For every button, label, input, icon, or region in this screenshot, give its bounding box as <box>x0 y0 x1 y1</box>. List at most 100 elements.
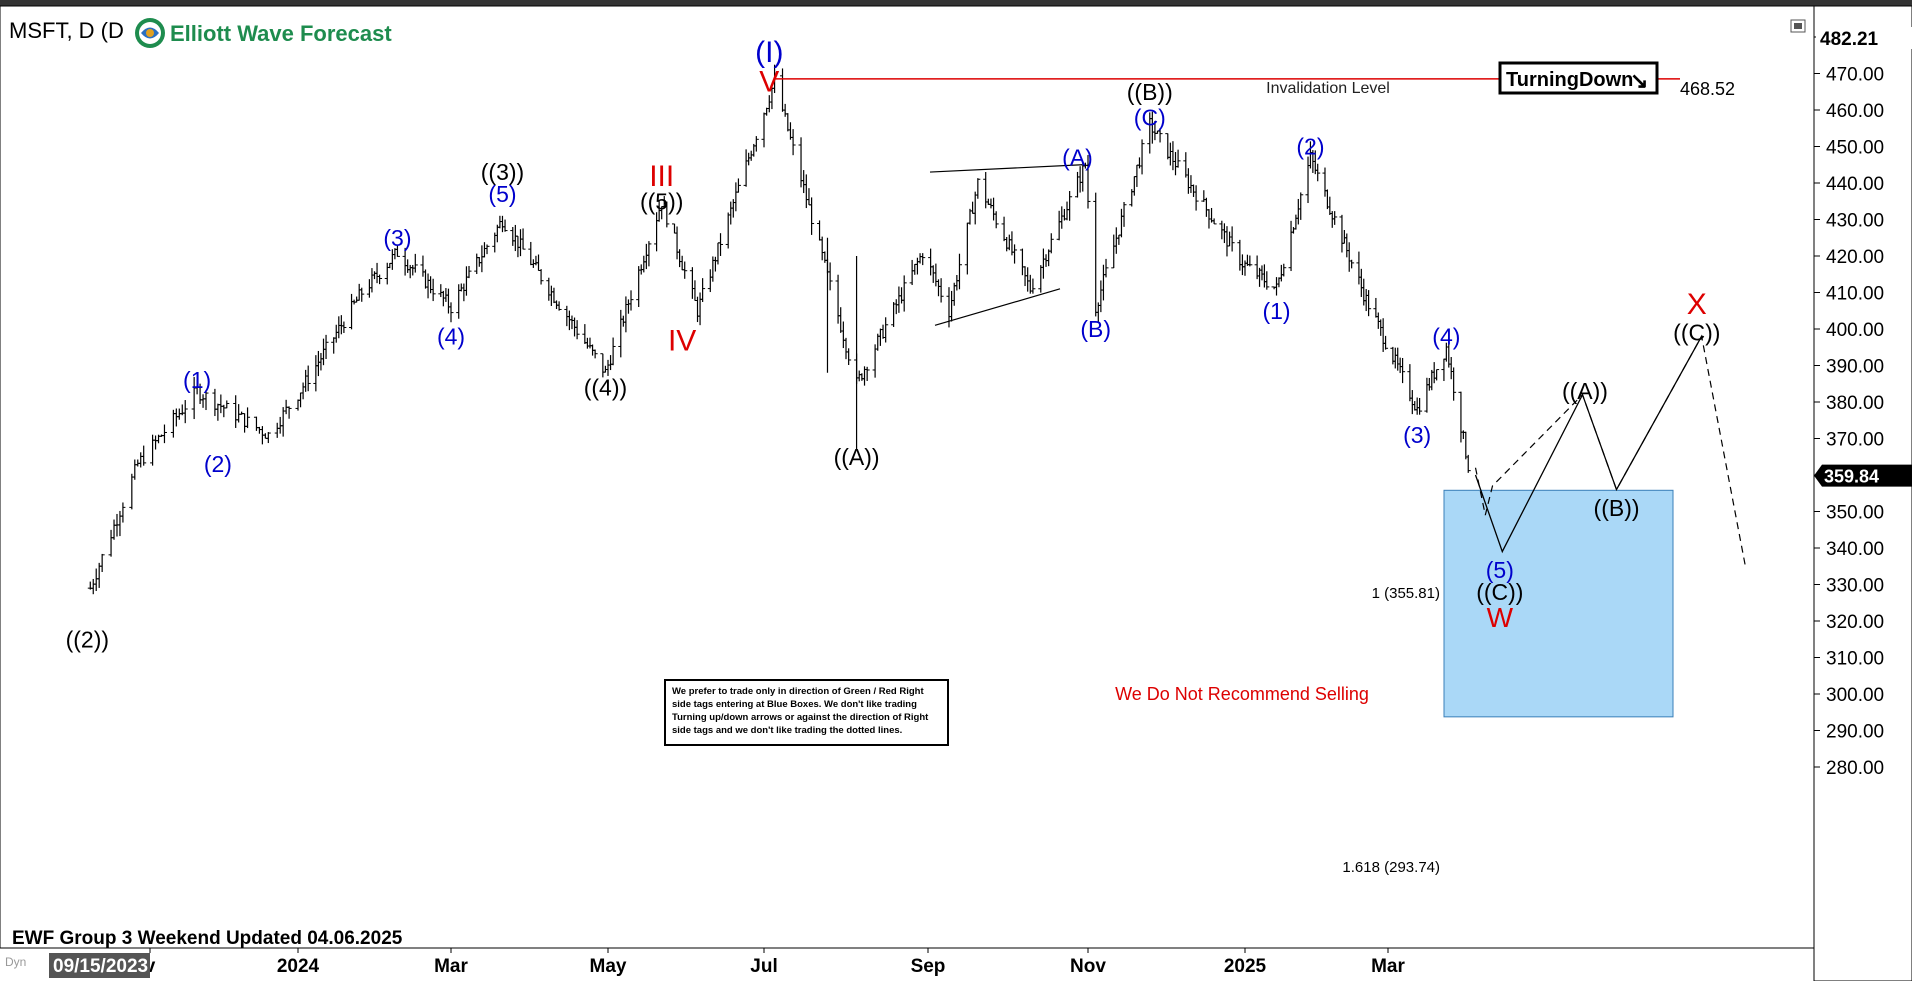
ohlc-bar <box>303 369 309 392</box>
ohlc-bar <box>664 201 670 228</box>
ohlc-bar <box>1188 175 1194 193</box>
ohlc-bar <box>1075 171 1081 198</box>
disclaimer-box: We prefer to trade only in direction of … <box>664 679 949 746</box>
wave-label: (2) <box>1296 134 1324 160</box>
ohlc-bar <box>1298 192 1304 220</box>
ohlc-bar <box>566 310 572 331</box>
ohlc-bar <box>265 432 271 444</box>
wave-label: ((A)) <box>834 444 880 470</box>
wave-label: (C) <box>1134 104 1166 130</box>
y-tick-label: 390.00 <box>1826 357 1884 378</box>
ohlc-bar <box>1434 369 1440 381</box>
restore-window-icon[interactable] <box>1790 19 1806 33</box>
ohlc-bar <box>1373 297 1379 318</box>
ohlc-bar <box>1134 164 1140 187</box>
fib-level-1618: 1.618 (293.74) <box>1342 859 1440 876</box>
ohlc-bar <box>712 256 718 272</box>
wave-label: ((2)) <box>66 626 109 652</box>
projection-paths <box>929 164 1746 567</box>
ohlc-bar <box>725 212 731 249</box>
ohlc-bar <box>1170 141 1176 171</box>
ohlc-bar <box>336 316 342 339</box>
ohlc-bar <box>972 191 978 225</box>
ohlc-bar <box>1431 362 1437 384</box>
ohlc-bar <box>1293 214 1299 230</box>
x-tick-label: Mar <box>1371 956 1405 977</box>
cursor-date-value: 09/15/2023 <box>53 956 148 977</box>
ohlc-bar <box>1085 155 1091 209</box>
x-tick-label: 2025 <box>1224 956 1267 977</box>
ohlc-bar <box>899 287 905 304</box>
ohlc-bar <box>1390 346 1396 365</box>
ohlc-bar <box>1264 271 1270 290</box>
ohlc-bar <box>359 287 365 302</box>
ohlc-bar <box>253 416 259 431</box>
ohlc-bar <box>233 395 239 428</box>
ohlc-bar <box>1193 185 1199 211</box>
ohlc-bar <box>153 435 159 450</box>
disclaimer-line-3: Turning up/down arrows or against the di… <box>672 712 929 723</box>
ohlc-bar <box>1227 231 1233 247</box>
ohlc-bar <box>654 212 660 252</box>
ohlc-bar <box>1327 196 1333 216</box>
wave-label: (5) <box>1486 557 1514 583</box>
wave-label: (A) <box>1062 145 1093 171</box>
ohlc-bar <box>700 278 706 302</box>
y-tick-label: 330.00 <box>1826 576 1884 597</box>
ohlc-bar <box>954 274 960 291</box>
ohlc-bar <box>356 283 362 301</box>
ohlc-bar <box>843 337 849 360</box>
y-tick-label: 430.00 <box>1826 211 1884 232</box>
ohlc-bar <box>914 257 920 275</box>
ohlc-bar <box>372 271 377 280</box>
ohlc-bar <box>1332 211 1338 225</box>
ohlc-bar <box>785 113 791 132</box>
ohlc-bar <box>569 315 575 330</box>
ohlc-bar <box>801 170 807 194</box>
ohlc-bar <box>743 149 749 187</box>
ohlc-bar <box>1295 198 1301 225</box>
ohlc-bar <box>1139 139 1145 175</box>
ohlc-bar <box>1458 391 1464 443</box>
wave-label: (4) <box>437 323 465 349</box>
ohlc-bar <box>456 284 462 319</box>
ohlc-bar <box>682 261 688 279</box>
x-tick-label: May <box>590 956 627 977</box>
ohlc-bar <box>425 273 431 299</box>
wave-label: W <box>1487 602 1514 633</box>
ohlc-bar <box>212 388 218 417</box>
ohlc-bar <box>354 296 360 303</box>
ohlc-bar <box>790 129 796 156</box>
ohlc-bar <box>877 328 883 346</box>
ohlc-bar <box>1274 277 1280 296</box>
ohlc-bar <box>1397 357 1403 374</box>
ohlc-bar <box>1424 377 1430 413</box>
x-tick-label: Mar <box>434 956 468 977</box>
ohlc-bar <box>497 215 503 229</box>
ohlc-bar <box>1247 255 1253 267</box>
ohlc-bar <box>817 220 823 241</box>
ohlc-bar <box>735 178 741 193</box>
ohlc-bar <box>1040 248 1046 279</box>
ohlc-bar <box>1103 258 1109 278</box>
ohlc-bar <box>1383 335 1389 350</box>
ohlc-bar <box>512 224 518 252</box>
ohlc-bar <box>99 553 105 573</box>
ohlc-bar <box>1281 263 1287 277</box>
ohlc-bar <box>476 257 482 267</box>
ohlc-bar <box>753 136 759 152</box>
y-tick-label: 290.00 <box>1826 722 1884 743</box>
ohlc-bar <box>1165 133 1171 160</box>
ohlc-bar <box>856 370 862 382</box>
wave-label: ((C)) <box>1476 579 1523 605</box>
disclaimer-line-1: We prefer to trade only in direction of … <box>672 686 924 697</box>
ohlc-bar <box>405 259 411 273</box>
ohlc-bar <box>556 301 562 311</box>
ohlc-bar <box>221 404 227 418</box>
ohlc-bar <box>917 253 923 264</box>
ohlc-bar <box>798 137 804 188</box>
ohlc-bar <box>548 285 554 306</box>
wave-label: ((B)) <box>1594 495 1640 521</box>
